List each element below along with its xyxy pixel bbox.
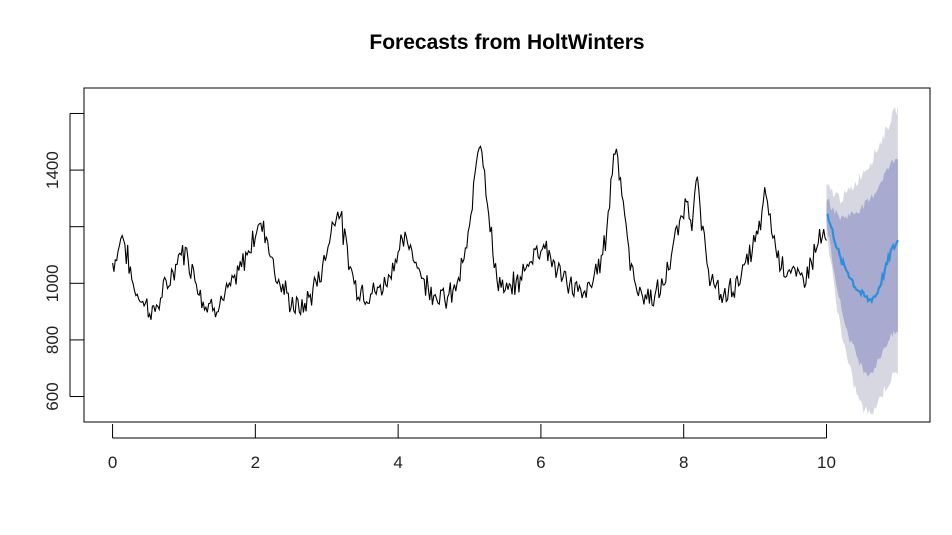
forecast-mean-line xyxy=(826,213,899,304)
y-axis: 600 800 1000 1400 xyxy=(43,112,84,411)
y-tick-label: 1000 xyxy=(43,264,62,302)
y-tick-label: 1400 xyxy=(43,151,62,189)
y-tick-label: 600 xyxy=(43,382,62,410)
x-axis: 0 2 4 6 8 10 xyxy=(108,424,836,472)
chart-title: Forecasts from HoltWinters xyxy=(369,31,644,54)
observed-series-line xyxy=(112,145,827,320)
x-tick-label: 10 xyxy=(817,453,836,472)
x-tick-label: 4 xyxy=(393,453,402,472)
x-tick-label: 6 xyxy=(536,453,545,472)
x-tick-label: 8 xyxy=(679,453,688,472)
plot-frame xyxy=(83,87,931,423)
x-tick-label: 2 xyxy=(251,453,260,472)
y-tick-label: 800 xyxy=(43,326,62,354)
prediction-band-80 xyxy=(826,158,898,377)
x-tick-label: 0 xyxy=(108,453,117,472)
